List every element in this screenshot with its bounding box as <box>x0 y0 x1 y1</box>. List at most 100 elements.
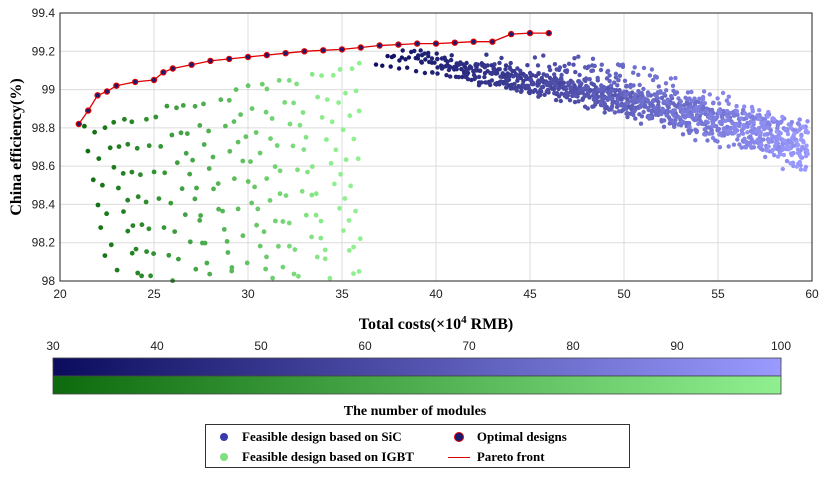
sic-point <box>789 136 795 141</box>
sic-point <box>525 62 530 68</box>
igbt-point <box>192 196 198 202</box>
sic-point <box>798 137 804 142</box>
sic-point <box>650 77 656 83</box>
sic-point <box>639 114 645 119</box>
sic-point <box>586 64 591 69</box>
sic-point <box>677 115 682 120</box>
sic-point <box>558 98 563 104</box>
sic-point <box>625 114 630 120</box>
sic-point <box>511 74 516 79</box>
igbt-point <box>276 78 282 83</box>
igbt-point <box>353 208 358 214</box>
sic-point <box>598 100 604 105</box>
igbt-point <box>294 81 299 87</box>
colorbar-tick-label: 30 <box>46 339 60 353</box>
sic-point <box>472 68 477 73</box>
igbt-point <box>343 157 349 163</box>
sic-point <box>542 92 547 98</box>
sic-point <box>654 93 659 99</box>
sic-point <box>646 106 651 111</box>
colorbar-igbt <box>52 375 782 395</box>
sic-point <box>770 147 775 153</box>
sic-point <box>484 52 489 57</box>
igbt-point <box>277 168 283 174</box>
igbt-point <box>318 218 324 224</box>
sic-point <box>503 63 509 68</box>
legend-item-igbt: Feasible design based on IGBT <box>212 447 447 467</box>
sic-point <box>567 98 573 103</box>
optimal-design-point <box>470 38 477 45</box>
sic-point <box>665 109 670 114</box>
sic-point <box>528 72 533 77</box>
igbt-point <box>272 164 278 170</box>
sic-point <box>805 119 810 124</box>
igbt-point <box>135 270 141 276</box>
sic-point <box>751 115 757 121</box>
sic-point <box>464 72 470 78</box>
sic-point <box>607 78 612 84</box>
igbt-point <box>122 116 127 122</box>
sic-point <box>711 100 716 105</box>
sic-point <box>794 139 799 144</box>
sic-point <box>565 80 571 86</box>
sic-point <box>754 128 759 134</box>
sic-point <box>562 63 567 69</box>
sic-point <box>689 99 694 104</box>
igbt-point <box>336 100 341 105</box>
sic-point <box>759 142 764 148</box>
sic-point <box>609 88 614 93</box>
legend-igbt-label: Feasible design based on IGBT <box>242 449 414 464</box>
sic-point <box>465 77 471 82</box>
sic-point <box>614 104 620 110</box>
sic-point <box>687 130 692 136</box>
legend-sic-marker <box>220 433 228 441</box>
igbt-point <box>96 156 102 162</box>
legend: Feasible design based on SiC Optimal des… <box>205 424 630 468</box>
sic-point <box>445 62 450 68</box>
legend-optimal-label: Optimal designs <box>476 429 567 444</box>
igbt-point <box>280 219 286 224</box>
igbt-point <box>201 101 206 107</box>
sic-point <box>426 54 431 59</box>
sic-point <box>729 110 734 116</box>
igbt-point <box>255 206 261 212</box>
sic-point <box>422 51 427 56</box>
sic-point <box>553 83 558 88</box>
sic-point <box>613 71 619 77</box>
sic-point <box>602 110 607 115</box>
igbt-point <box>120 171 126 176</box>
igbt-point <box>328 160 334 166</box>
sic-point <box>699 100 704 106</box>
igbt-point <box>322 256 328 262</box>
sic-point <box>775 154 781 159</box>
colorbar-tick-label: 50 <box>254 339 268 353</box>
optimal-design-point <box>113 82 120 89</box>
igbt-point <box>309 234 314 240</box>
sic-point <box>715 96 720 101</box>
igbt-point <box>235 206 241 212</box>
igbt-point <box>253 130 259 135</box>
igbt-point <box>204 260 210 266</box>
optimal-design-point <box>131 78 139 86</box>
sic-point <box>482 74 487 80</box>
sic-point <box>591 104 596 109</box>
sic-point <box>536 94 541 99</box>
optimal-design-point <box>75 120 83 128</box>
igbt-point <box>273 218 278 224</box>
igbt-point <box>301 147 307 153</box>
sic-point <box>544 73 550 78</box>
igbt-point <box>295 167 300 173</box>
sic-point <box>730 120 735 126</box>
igbt-point <box>143 199 149 205</box>
igbt-point <box>102 253 108 258</box>
sic-point <box>689 89 694 95</box>
legend-item-optimal: Optimal designs <box>447 427 623 447</box>
sic-point <box>557 65 563 70</box>
sic-point <box>576 99 581 104</box>
igbt-point <box>257 243 263 249</box>
sic-point <box>766 109 771 115</box>
sic-point <box>606 95 611 100</box>
sic-point <box>492 67 497 73</box>
sic-point <box>461 62 466 67</box>
sic-point <box>624 111 629 116</box>
